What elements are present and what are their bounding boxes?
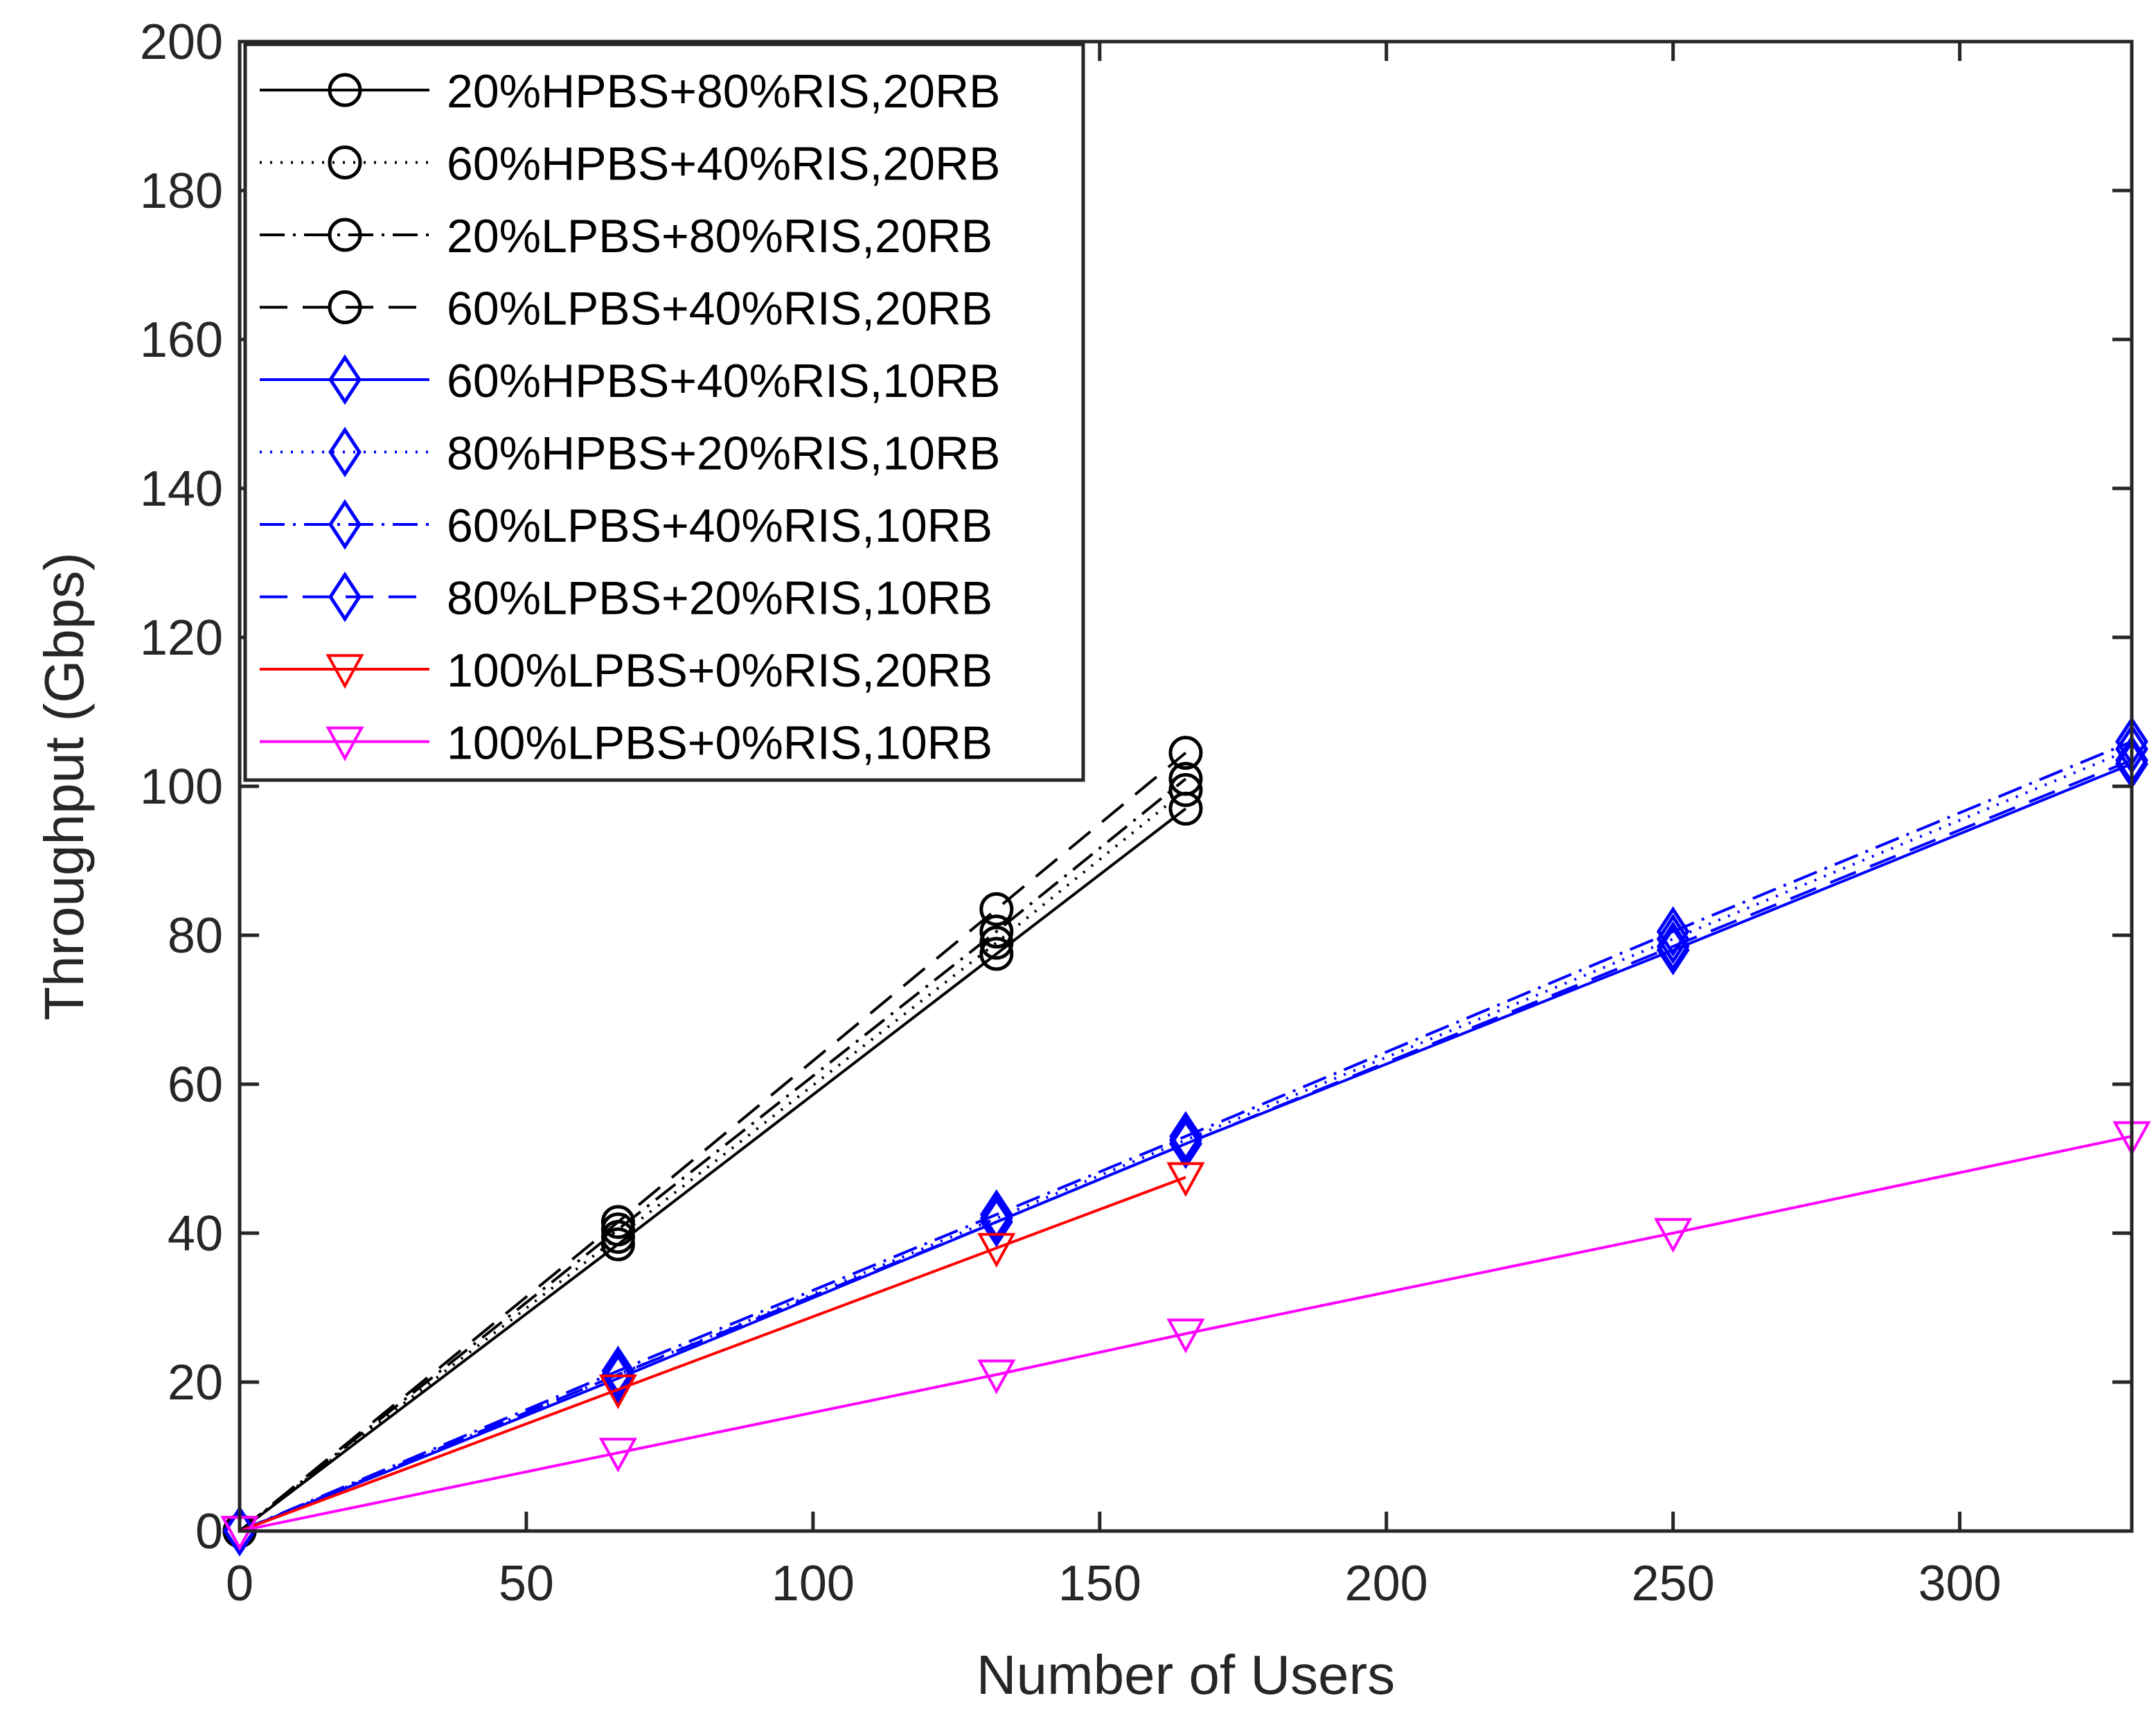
- series-line: [238, 807, 1187, 1532]
- legend-entry: 60%HPBS+40%RIS,10RB: [260, 354, 1000, 407]
- plot-area: [220, 716, 2151, 1557]
- legend-entry: 20%LPBS+80%RIS,20RB: [260, 210, 992, 263]
- data-point: [1168, 772, 1203, 807]
- series-line: [238, 788, 1187, 1532]
- legend-label: 20%HPBS+80%RIS,20RB: [447, 65, 1000, 118]
- legend-entry: 80%HPBS+20%RIS,10RB: [260, 427, 1000, 480]
- y-tick-label: 140: [140, 461, 223, 517]
- legend-marker: [328, 290, 362, 324]
- y-tick-label: 120: [140, 610, 223, 666]
- legend-label: 100%LPBS+0%RIS,20RB: [447, 644, 992, 697]
- data-point: [1168, 761, 1203, 796]
- x-axis-label: Number of Users: [977, 1644, 1396, 1706]
- data-point: [601, 1345, 635, 1397]
- series-9: [220, 1121, 2151, 1551]
- legend-box: [243, 42, 1085, 782]
- legend-label: 80%HPBS+20%RIS,10RB: [447, 427, 1000, 480]
- data-point: [1168, 736, 1203, 770]
- legend-entry: 100%LPBS+0%RIS,10RB: [260, 717, 992, 770]
- series-8: [220, 1162, 1205, 1551]
- legend-marker: [328, 218, 362, 252]
- legend-label: 60%HPBS+40%RIS,10RB: [447, 355, 1000, 407]
- legend-label: 100%LPBS+0%RIS,10RB: [447, 717, 992, 770]
- x-tick-label: 150: [1058, 1556, 1141, 1611]
- data-point: [1169, 1118, 1202, 1169]
- data-point: [1656, 921, 1690, 972]
- data-point: [1166, 1162, 1205, 1197]
- series-4: [223, 738, 2148, 1557]
- legend: 20%HPBS+80%RIS,20RB 60%HPBS+40%RIS,20RB 20…: [243, 42, 1085, 782]
- legend-label: 60%HPBS+40%RIS,20RB: [447, 138, 1000, 191]
- data-point: [977, 1359, 1016, 1395]
- data-point: [600, 1205, 635, 1239]
- y-axis-label: Throughput (Gbps): [33, 552, 95, 1020]
- legend-marker: [328, 354, 362, 405]
- x-tick-label: 250: [1632, 1556, 1715, 1611]
- series-line: [239, 759, 2132, 1532]
- y-tick-label: 200: [140, 15, 223, 70]
- series-7: [223, 734, 2148, 1557]
- legend-label: 60%LPBS+40%RIS,20RB: [447, 283, 992, 335]
- data-point: [979, 892, 1014, 926]
- data-point: [1169, 1111, 1202, 1162]
- data-point: [977, 1232, 1016, 1268]
- data-point: [1166, 1318, 1205, 1354]
- legend-entry: 100%LPBS+0%RIS,20RB: [260, 644, 992, 697]
- data-point: [1654, 1218, 1693, 1253]
- series-line: [239, 1176, 1186, 1532]
- y-tick-label: 0: [195, 1504, 223, 1559]
- legend-marker: [326, 654, 364, 689]
- series-line: [238, 752, 1187, 1532]
- legend-label: 80%LPBS+20%RIS,10RB: [447, 572, 992, 625]
- legend-marker: [328, 427, 362, 477]
- x-tick-label: 50: [499, 1556, 554, 1611]
- y-tick-label: 60: [168, 1057, 223, 1113]
- legend-marker: [328, 499, 362, 550]
- data-point: [979, 1189, 1013, 1240]
- y-tick-label: 160: [140, 312, 223, 368]
- y-tick-label: 40: [168, 1206, 223, 1262]
- data-point: [601, 1353, 635, 1404]
- data-point: [1656, 913, 1690, 964]
- data-point: [979, 914, 1014, 949]
- data-point: [598, 1438, 637, 1473]
- legend-label: 20%LPBS+80%RIS,20RB: [447, 210, 992, 263]
- legend-marker: [328, 73, 362, 107]
- y-tick-label: 80: [168, 908, 223, 964]
- data-point: [601, 1349, 635, 1400]
- data-point: [979, 1196, 1013, 1248]
- legend-entry: 60%LPBS+40%RIS,10RB: [260, 499, 992, 552]
- legend-entry: 80%LPBS+20%RIS,10RB: [260, 572, 992, 625]
- legend-entry: 60%HPBS+40%RIS,20RB: [260, 138, 1000, 191]
- legend-marker: [328, 145, 362, 179]
- data-point: [1656, 906, 1690, 957]
- x-tick-label: 100: [772, 1556, 855, 1611]
- y-tick-label: 100: [140, 759, 223, 815]
- data-point: [979, 1193, 1013, 1244]
- legend-marker: [326, 726, 364, 761]
- series-line: [239, 1135, 2132, 1532]
- x-tick-label: 200: [1345, 1556, 1428, 1611]
- series-line: [238, 777, 1187, 1532]
- legend-marker: [328, 572, 362, 622]
- data-point: [598, 1374, 637, 1410]
- x-tick-label: 0: [226, 1556, 253, 1611]
- data-point: [223, 1505, 256, 1557]
- axes: 0 50 100 150 200 250 300 0 20 40 60 80 100 120 140 160 1…: [140, 15, 2134, 1611]
- data-point: [979, 937, 1014, 971]
- x-tick-label: 300: [1918, 1556, 2002, 1611]
- legend-entry: 60%LPBS+40%RIS,20RB: [260, 283, 992, 335]
- legend-entry: 20%HPBS+80%RIS,20RB: [260, 65, 1000, 118]
- y-tick-label: 180: [140, 163, 223, 219]
- y-tick-label: 20: [168, 1355, 223, 1410]
- series-line: [239, 762, 2132, 1532]
- legend-label: 60%LPBS+40%RIS,10RB: [447, 499, 992, 552]
